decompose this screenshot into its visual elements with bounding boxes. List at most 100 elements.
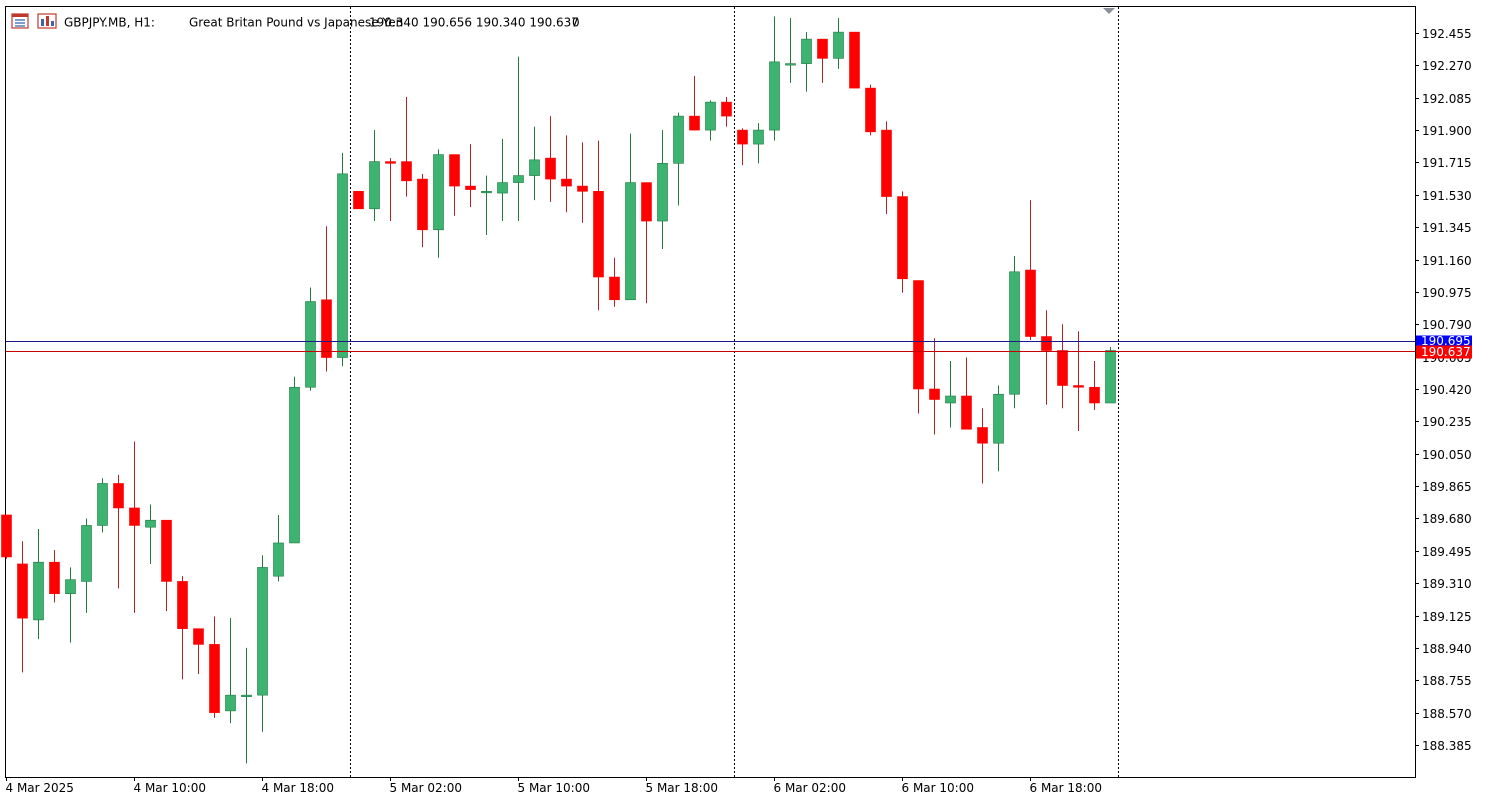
candle[interactable]	[97, 478, 108, 533]
candle[interactable]	[417, 173, 428, 248]
candle[interactable]	[481, 175, 492, 236]
price-axis[interactable]: 192.455 192.270 192.085 191.900 191.715 191.5…	[1415, 27, 1472, 753]
candle[interactable]	[849, 31, 860, 89]
candle[interactable]	[273, 514, 284, 582]
candle-body-bear	[209, 644, 220, 713]
candle[interactable]	[113, 474, 124, 589]
chart-shift-marker-icon[interactable]	[1103, 8, 1115, 14]
candle[interactable]	[641, 182, 652, 304]
candle-body-bear	[353, 191, 364, 210]
candle[interactable]	[561, 135, 572, 213]
candle[interactable]	[977, 408, 988, 484]
y-tick-label: 189.125	[1422, 610, 1472, 624]
candle[interactable]	[401, 96, 412, 197]
candle[interactable]	[801, 32, 812, 92]
candle[interactable]	[897, 191, 908, 293]
candle[interactable]	[657, 130, 668, 250]
candle[interactable]	[577, 142, 588, 223]
candle-body-bear	[1, 514, 12, 558]
candle[interactable]	[689, 75, 700, 131]
chart-bars-icon	[37, 13, 57, 29]
candle[interactable]	[145, 504, 156, 564]
candle[interactable]	[625, 133, 636, 301]
candle[interactable]	[529, 126, 540, 201]
candle-body-bear	[737, 129, 748, 145]
candle[interactable]	[33, 528, 44, 640]
candle[interactable]	[17, 541, 28, 673]
candle[interactable]	[193, 628, 204, 675]
candle-body-bear	[129, 507, 140, 526]
candle[interactable]	[449, 154, 460, 216]
candle[interactable]	[81, 518, 92, 613]
candle-body-bear	[561, 178, 572, 187]
x-tick-label: 6 Mar 02:00	[774, 781, 847, 795]
candle[interactable]	[321, 226, 332, 372]
candle[interactable]	[241, 647, 252, 764]
candle[interactable]	[1073, 331, 1084, 431]
candle-body-bear	[977, 427, 988, 444]
candle[interactable]	[785, 18, 796, 83]
candle[interactable]	[817, 38, 828, 83]
candle[interactable]	[545, 116, 556, 202]
candle[interactable]	[737, 128, 748, 166]
candle[interactable]	[881, 121, 892, 215]
candle[interactable]	[705, 100, 716, 141]
candle[interactable]	[225, 618, 236, 724]
candle[interactable]	[177, 576, 188, 680]
candle[interactable]	[337, 152, 348, 367]
calendar-grid-icon	[11, 13, 29, 29]
candle[interactable]	[609, 257, 620, 307]
candle[interactable]	[385, 158, 396, 222]
candle[interactable]	[65, 567, 76, 643]
candle[interactable]	[1009, 256, 1020, 409]
candle-body-bull	[769, 61, 780, 131]
candle-body-bull	[241, 694, 252, 697]
candle[interactable]	[305, 287, 316, 391]
candle[interactable]	[129, 441, 140, 613]
candle[interactable]	[257, 555, 268, 732]
candle-body-bull	[433, 154, 444, 231]
candle-body-bull	[337, 173, 348, 358]
candle[interactable]	[833, 18, 844, 69]
candle[interactable]	[1, 514, 12, 559]
candle[interactable]	[497, 138, 508, 222]
header-symbol: GBPJPY.MB, H1:	[64, 16, 155, 30]
candle[interactable]	[369, 130, 380, 222]
candle[interactable]	[865, 84, 876, 136]
candle[interactable]	[1089, 361, 1100, 410]
y-tick-label: 191.160	[1422, 254, 1472, 268]
candle[interactable]	[353, 191, 364, 210]
candle[interactable]	[433, 149, 444, 258]
candle-body-bull	[97, 483, 108, 526]
candle-body-bear	[17, 563, 28, 619]
candle[interactable]	[961, 357, 972, 430]
candle[interactable]	[593, 140, 604, 311]
candle-body-bull	[369, 161, 380, 210]
time-axis[interactable]: 4 Mar 2025 4 Mar 10:00 4 Mar 18:00 5 Mar 02…	[6, 777, 1103, 795]
candle[interactable]	[1105, 347, 1116, 404]
candle[interactable]	[993, 385, 1004, 472]
candle[interactable]	[769, 16, 780, 141]
candle[interactable]	[1025, 200, 1036, 341]
candle-body-bear	[177, 581, 188, 629]
candle[interactable]	[945, 361, 956, 428]
candle[interactable]	[753, 123, 764, 164]
candle[interactable]	[289, 376, 300, 544]
candle[interactable]	[209, 616, 220, 718]
candle[interactable]	[49, 549, 60, 603]
y-tick-label: 189.680	[1422, 512, 1472, 526]
candle[interactable]	[929, 338, 940, 435]
candle[interactable]	[721, 96, 732, 127]
candle[interactable]	[1041, 310, 1052, 405]
candle-body-bull	[625, 182, 636, 301]
candle-body-bull	[513, 175, 524, 183]
candle[interactable]	[1057, 324, 1068, 409]
candle-body-bear	[417, 178, 428, 231]
candle[interactable]	[161, 519, 172, 612]
candle[interactable]	[673, 112, 684, 206]
candle[interactable]	[465, 144, 476, 208]
candle[interactable]	[513, 56, 524, 222]
candle[interactable]	[913, 280, 924, 414]
candle-body-bull	[257, 567, 268, 696]
